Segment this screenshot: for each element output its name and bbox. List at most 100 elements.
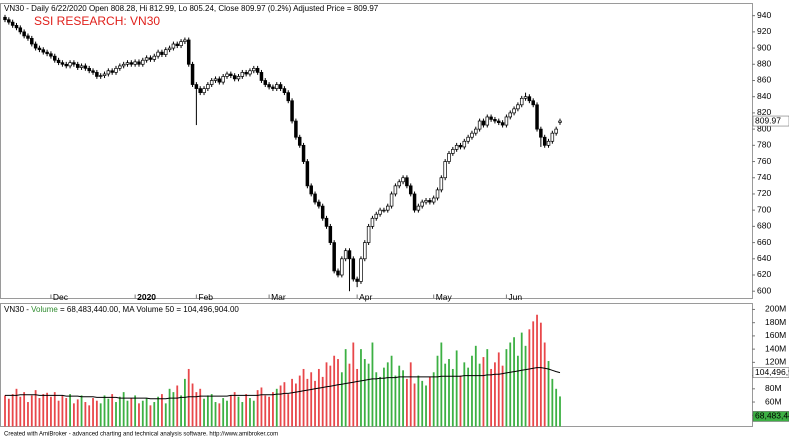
candle-body — [75, 63, 80, 68]
value-tag-box — [752, 411, 789, 422]
volume-bar — [229, 395, 232, 427]
volume-bar — [237, 396, 240, 427]
volume-bar — [145, 398, 148, 427]
volume-bar — [260, 387, 263, 427]
volume-bar — [57, 400, 60, 427]
volume-bar — [206, 395, 209, 427]
value-tag: 68,483,440 — [755, 411, 789, 421]
candle-body — [309, 185, 313, 195]
y-tick-label: 680 — [757, 221, 771, 231]
candle-body — [175, 43, 179, 46]
candle-body — [164, 49, 168, 55]
volume-tick-label: 160M — [765, 330, 786, 340]
candle-body — [397, 181, 401, 187]
volume-bar — [42, 394, 45, 427]
candle-body — [244, 72, 248, 75]
volume-bar — [92, 398, 94, 427]
volume-bar — [195, 392, 198, 427]
volume-bar — [474, 345, 477, 427]
candle-body — [282, 88, 287, 93]
candle-body — [49, 53, 53, 57]
candle-body — [271, 86, 275, 89]
candle-body — [542, 136, 547, 146]
volume-bar — [425, 385, 427, 427]
volume-bar — [226, 400, 228, 427]
volume-bar — [497, 352, 500, 427]
candle-body — [443, 161, 447, 179]
candle-body — [64, 63, 68, 67]
volume-bar — [536, 314, 538, 427]
candle-body — [424, 200, 428, 203]
volume-bar — [134, 395, 137, 427]
volume-bar — [252, 400, 255, 427]
candle-body — [431, 197, 436, 203]
volume-bar — [161, 394, 163, 427]
candle-body — [141, 59, 145, 65]
volume-bar — [61, 395, 64, 427]
volume-tick-label: 140M — [765, 343, 786, 353]
candle-body — [72, 62, 76, 65]
y-tick-label: 700 — [757, 204, 771, 214]
volume-bar — [471, 355, 473, 427]
y-tick-label: 660 — [757, 237, 771, 247]
candle-body — [240, 72, 245, 77]
volume-bar — [72, 403, 75, 427]
candle-body — [539, 128, 543, 138]
volume-bar — [249, 398, 251, 427]
volume-bar — [115, 402, 117, 427]
volume-bar — [107, 398, 110, 427]
volume-bar — [69, 394, 71, 427]
candle-body — [439, 177, 444, 191]
volume-bar — [539, 322, 542, 427]
volume-bar — [218, 403, 221, 427]
y-tick-label: 820 — [757, 107, 771, 117]
candle-body — [351, 258, 356, 280]
volume-bar — [210, 394, 213, 427]
candle-body — [535, 104, 539, 130]
volume-bar — [272, 392, 274, 427]
candle-body — [393, 185, 398, 195]
candle-body — [229, 73, 233, 76]
candle-body — [252, 67, 256, 72]
volume-bar — [455, 350, 458, 427]
candle-body — [133, 61, 137, 65]
y-tick-label: 620 — [757, 269, 771, 279]
y-tick-label: 780 — [757, 140, 771, 150]
candle-body — [512, 108, 516, 114]
candle-body — [26, 35, 30, 39]
candle-body — [420, 201, 424, 207]
volume-bar — [191, 383, 194, 427]
volume-bar — [88, 405, 91, 427]
candle-body — [137, 61, 141, 65]
volume-bar — [103, 395, 106, 427]
candle-body — [401, 177, 405, 183]
volume-bar — [7, 398, 10, 427]
volume-bar — [53, 392, 56, 427]
volume-bar — [30, 395, 33, 427]
candle-body — [531, 100, 535, 106]
candle-body — [320, 205, 325, 219]
candle-body — [255, 67, 260, 73]
candle-body — [259, 72, 264, 81]
candle-body — [198, 88, 202, 93]
volume-bar — [23, 392, 26, 427]
candle-body — [267, 84, 271, 88]
volume-tick-label: 200M — [765, 304, 786, 314]
candle-body — [389, 193, 394, 207]
candle-body — [79, 65, 84, 68]
volume-bar — [168, 388, 171, 427]
candle-body — [527, 96, 532, 102]
volume-bar — [337, 359, 339, 427]
volume-bar — [356, 368, 359, 427]
volume-bar — [559, 396, 561, 427]
candle-body — [102, 73, 107, 76]
candle-body — [332, 242, 336, 272]
candle-body — [18, 27, 23, 33]
candle-body — [447, 153, 451, 162]
candle-body — [550, 132, 555, 142]
candle-body — [328, 226, 333, 243]
candle-body — [87, 67, 91, 72]
candle-body — [359, 258, 363, 282]
candle-body — [313, 193, 317, 203]
